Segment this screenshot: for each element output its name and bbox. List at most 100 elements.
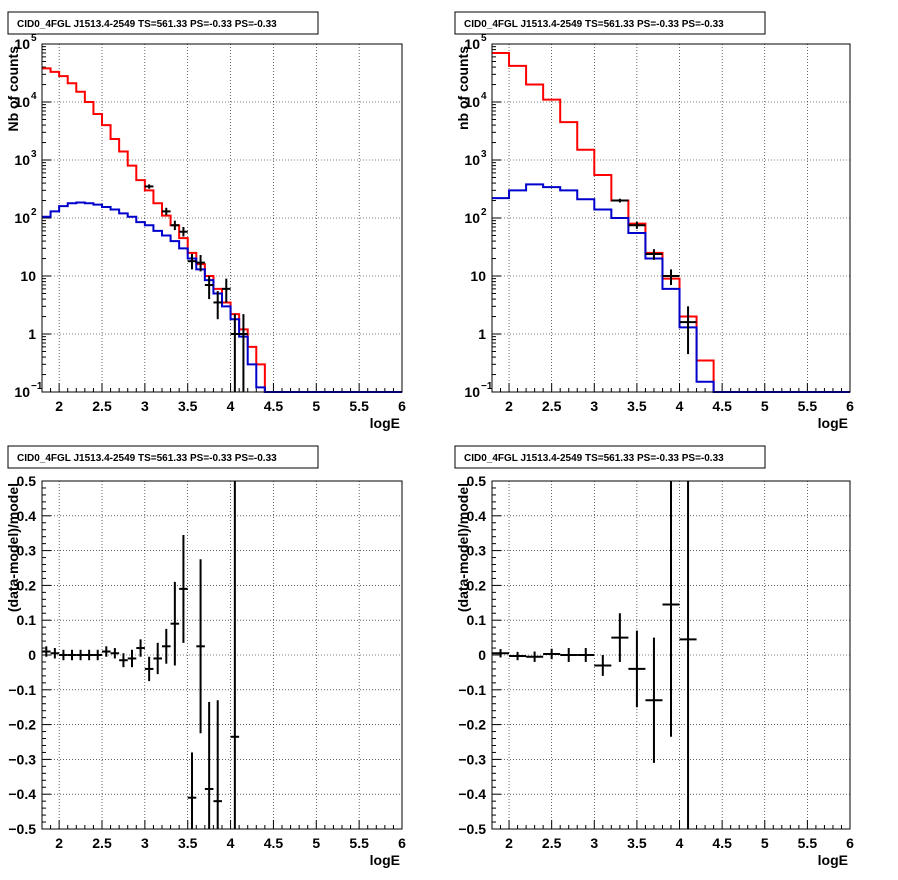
x-tick-label: 5 xyxy=(312,398,320,414)
data-point xyxy=(628,221,646,229)
y-tick-exponent: 5 xyxy=(31,33,37,44)
y-tick-exponent: 2 xyxy=(481,207,487,218)
y-tick-label: −0.3 xyxy=(8,751,36,767)
y-tick-label: 10 xyxy=(14,152,30,168)
y-tick-label: 10 xyxy=(470,268,486,284)
chart-title: CID0_4FGL J1513.4-2549 TS=561.33 PS=-0.3… xyxy=(17,453,277,464)
data-point xyxy=(144,656,154,682)
x-axis-label: logE xyxy=(370,415,400,431)
panel-3: CID0_4FGL J1513.4-2549 TS=561.33 PS=-0.3… xyxy=(5,445,406,868)
data-point xyxy=(76,649,85,661)
y-axis-label: nb of counts xyxy=(455,46,471,130)
x-axis-label: logE xyxy=(370,852,400,868)
y-tick-exponent: 3 xyxy=(481,149,487,160)
y-tick-exponent: −1 xyxy=(481,381,493,392)
data-point xyxy=(170,581,180,666)
y-tick-label: 10 xyxy=(464,94,480,110)
y-tick-label: 0.1 xyxy=(17,612,37,628)
title-box xyxy=(7,11,319,35)
model-histogram xyxy=(42,67,402,393)
x-tick-label: 2 xyxy=(505,398,513,414)
chart-title: CID0_4FGL J1513.4-2549 TS=561.33 PS=-0.3… xyxy=(17,19,277,30)
data-point xyxy=(222,278,231,303)
data-point xyxy=(662,269,680,285)
y-tick-label: 10 xyxy=(464,384,480,400)
x-tick-label: 4.5 xyxy=(712,835,732,851)
y-tick-label: 10 xyxy=(14,210,30,226)
y-tick-label: −0.4 xyxy=(458,786,486,802)
y-tick-label: 0.3 xyxy=(467,543,487,559)
data-point xyxy=(42,646,51,657)
y-tick-label: 10 xyxy=(464,36,480,52)
title-box xyxy=(454,11,766,35)
data-point xyxy=(611,613,629,662)
chart-title: CID0_4FGL J1513.4-2549 TS=561.33 PS=-0.3… xyxy=(464,19,724,30)
data-point xyxy=(179,226,188,237)
data-point xyxy=(492,649,510,658)
x-tick-label: 5.5 xyxy=(349,835,369,851)
data-point xyxy=(560,648,578,662)
x-tick-label: 4 xyxy=(227,835,235,851)
data-point xyxy=(170,220,180,231)
y-tick-label: 10 xyxy=(14,94,30,110)
data-point xyxy=(679,306,697,355)
y-tick-label: 0.5 xyxy=(17,473,37,489)
x-tick-label: 5.5 xyxy=(798,835,818,851)
y-tick-label: −0.2 xyxy=(8,717,36,733)
y-tick-exponent: 4 xyxy=(31,91,37,102)
panel-2: CID0_4FGL J1513.4-2549 TS=561.33 PS=-0.3… xyxy=(454,11,854,431)
x-tick-label: 5 xyxy=(761,835,769,851)
y-tick-exponent: 5 xyxy=(481,33,487,44)
y-tick-exponent: −1 xyxy=(31,381,43,392)
y-tick-label: 10 xyxy=(14,36,30,52)
y-axis-label: Nb of counts xyxy=(5,46,21,132)
x-tick-label: 2.5 xyxy=(92,398,112,414)
data-point xyxy=(127,649,137,668)
y-tick-label: −0.1 xyxy=(8,682,36,698)
x-tick-label: 3 xyxy=(141,398,149,414)
y-tick-exponent: 4 xyxy=(481,91,487,102)
data-point xyxy=(213,291,222,320)
data-point xyxy=(136,639,145,657)
x-tick-label: 2 xyxy=(55,398,63,414)
y-tick-label: 0.2 xyxy=(467,577,487,593)
plot-frame xyxy=(491,43,851,393)
data-point xyxy=(119,653,128,668)
x-tick-label: 2 xyxy=(55,835,63,851)
y-axis-label: (data-model)/model xyxy=(455,483,471,612)
data-point xyxy=(204,276,214,300)
y-tick-label: −0.2 xyxy=(458,717,486,733)
data-point xyxy=(162,207,171,216)
y-tick-label: 1 xyxy=(478,326,486,342)
x-axis-label: logE xyxy=(818,415,848,431)
y-tick-label: 0.5 xyxy=(467,473,487,489)
y-tick-label: −0.5 xyxy=(8,821,36,837)
x-tick-label: 6 xyxy=(846,398,854,414)
panel-4: CID0_4FGL J1513.4-2549 TS=561.33 PS=-0.3… xyxy=(454,445,854,868)
data-point xyxy=(84,649,94,661)
data-point xyxy=(509,651,527,661)
x-tick-label: 5.5 xyxy=(349,398,369,414)
data-point xyxy=(102,646,111,657)
y-tick-label: 10 xyxy=(20,268,36,284)
x-tick-label: 3.5 xyxy=(178,398,198,414)
plot-frame xyxy=(41,43,403,393)
data-point xyxy=(196,559,205,734)
data-point xyxy=(213,700,222,829)
plot-frame xyxy=(491,480,851,830)
x-tick-label: 3.5 xyxy=(627,398,647,414)
data-point xyxy=(239,314,248,392)
x-tick-label: 6 xyxy=(398,398,406,414)
y-tick-exponent: 3 xyxy=(31,149,37,160)
x-tick-label: 4 xyxy=(227,398,235,414)
data-point xyxy=(162,628,171,664)
x-axis-label: logE xyxy=(818,852,848,868)
data-point xyxy=(110,648,120,659)
y-tick-exponent: 2 xyxy=(31,207,37,218)
x-tick-label: 5 xyxy=(312,835,320,851)
x-tick-label: 3 xyxy=(141,835,149,851)
data-point xyxy=(144,184,154,189)
background-histogram xyxy=(42,201,402,393)
